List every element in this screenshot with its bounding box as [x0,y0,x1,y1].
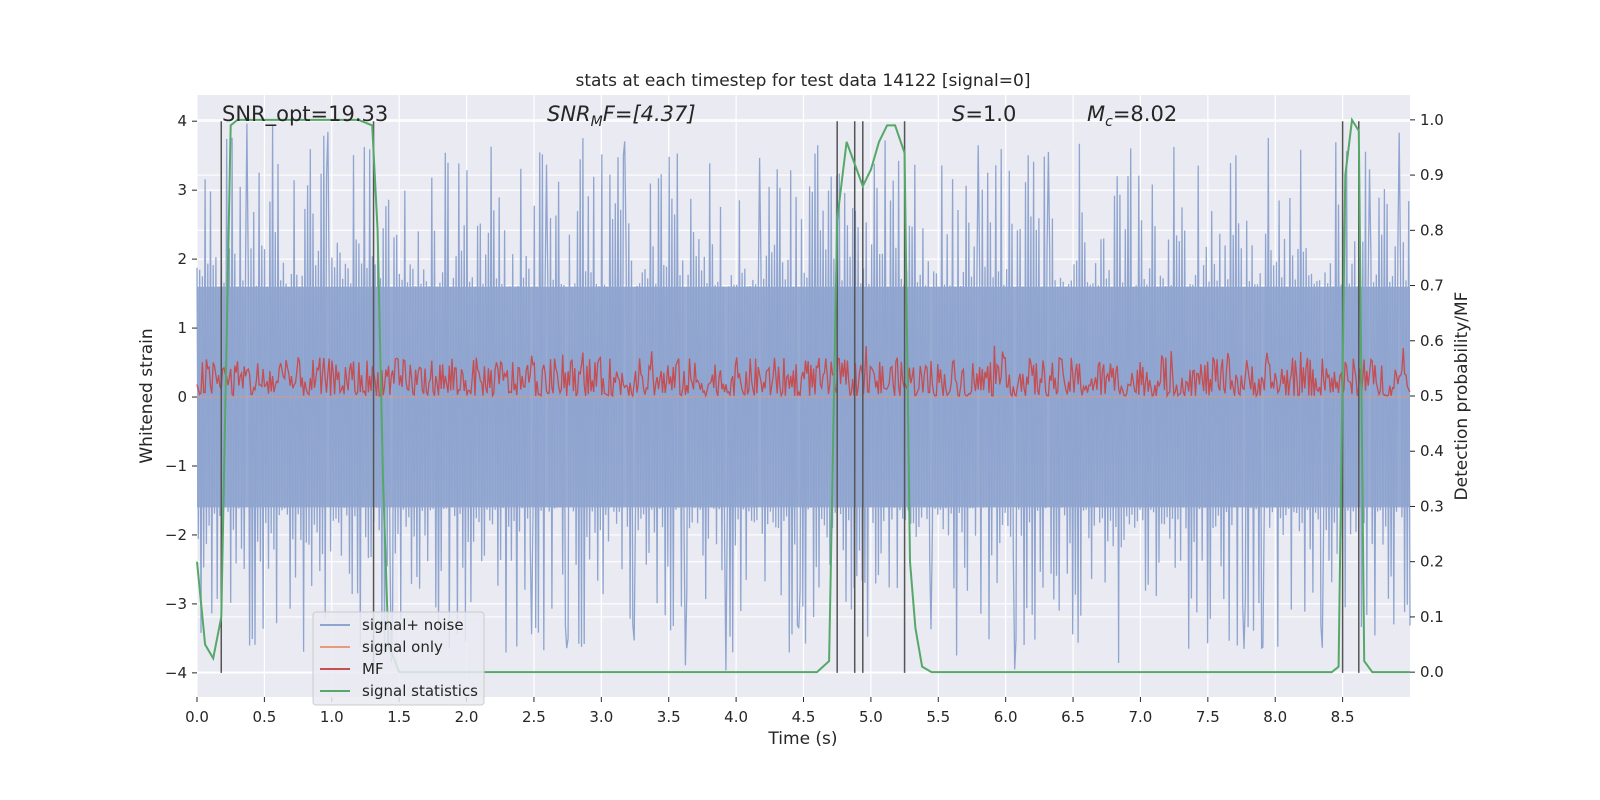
annotation-snr-mf: SNRMF=[4.37] [547,102,696,130]
x-tick-label: 1.0 [320,708,344,726]
y2-tick-label: 0.3 [1420,497,1444,515]
x-tick-label: 8.5 [1331,708,1355,726]
annotation-mc-symbol: M [1087,102,1105,126]
x-tick-label: 3.0 [589,708,613,726]
y2-tick-label: 0.8 [1420,221,1444,239]
chart-title: stats at each timestep for test data 141… [576,71,1031,91]
annotation-snr-mf-symbol: SNR [547,102,591,126]
x-axis-label: Time (s) [767,729,837,749]
x-tick-label: 6.5 [1061,708,1085,726]
x-tick-label: 2.0 [455,708,479,726]
x-tick-label: 2.5 [522,708,546,726]
series-mf [196,345,1411,399]
annotation-s-rest: =1.0 [965,102,1016,126]
y2-tick-label: 0.5 [1420,387,1444,405]
x-tick-label: 0.0 [185,708,209,726]
x-tick-label: 0.5 [252,708,276,726]
annotation-s: S=1.0 [952,102,1016,126]
x-tick-label: 6.0 [994,708,1018,726]
series-signal-noise [196,123,1411,671]
y2-tick-label: 0.9 [1420,166,1444,184]
y-tick-label: −4 [165,664,187,682]
y2-axis-label: Detection probability/MF [1452,292,1472,501]
y-tick-label: 3 [177,181,187,199]
x-tick-label: 3.5 [657,708,681,726]
y-tick-label: 0 [177,388,187,406]
annotation-s-symbol: S [952,102,965,126]
y2-tick-label: 0.4 [1420,442,1444,460]
y-tick-label: 2 [177,250,187,268]
annotation-snr-opt: SNR_opt=19.33 [222,102,388,127]
y-tick-label: 4 [177,112,187,130]
y-tick-label: −1 [165,457,187,475]
y2-tick-label: 0.1 [1420,608,1444,626]
y2-tick-label: 0.2 [1420,553,1444,571]
y-ticks: −4 −3 −2 −1 0 1 2 3 4 [165,112,197,682]
x-tick-label: 8.0 [1263,708,1287,726]
x-tick-label: 7.0 [1129,708,1153,726]
x-tick-label: 4.5 [792,708,816,726]
x-tick-label: 1.5 [387,708,411,726]
annotation-snr-mf-subscript: M [591,114,603,130]
legend-label-mf: MF [362,660,384,678]
annotation-snr-mf-rest: F=[4.37] [603,102,696,126]
legend-label-noise: signal+ noise [362,616,464,634]
annotation-mc-subscript: c [1105,114,1113,130]
y2-ticks: 0.0 0.1 0.2 0.3 0.4 0.5 0.6 0.7 0.8 0.9 1.0 [1410,111,1444,681]
y2-tick-label: 1.0 [1420,111,1444,129]
y-tick-label: −2 [165,526,187,544]
x-tick-label: 5.5 [926,708,950,726]
legend-label-signal-only: signal only [362,638,443,656]
series-signal-statistics [196,116,1410,674]
legend-label-stats: signal statistics [362,682,478,700]
y-tick-label: 1 [177,319,187,337]
y-axis-label: Whitened strain [137,328,157,463]
plot-area [196,95,1411,697]
y2-tick-label: 0.6 [1420,332,1444,350]
annotations: SNR_opt=19.33 SNRMF=[4.37] S=1.0 Mc=8.02 [222,102,1177,130]
axis-labels: Time (s) Whitened strain Detection proba… [137,292,1472,749]
y-tick-label: −3 [165,595,187,613]
annotation-mc: Mc=8.02 [1087,102,1177,130]
legend-box [312,611,485,706]
annotation-mc-rest: =8.02 [1113,102,1177,126]
y2-tick-label: 0.0 [1420,663,1444,681]
legend: signal+ noise signal only MF signal stat… [312,611,485,706]
x-tick-label: 5.0 [859,708,883,726]
x-ticks: 0.0 0.5 1.0 1.5 2.0 2.5 3.0 3.5 4.0 4.5 5.0 5.5 6.0 6… [185,697,1355,726]
x-tick-label: 7.5 [1196,708,1220,726]
x-tick-label: 4.0 [724,708,748,726]
y2-tick-label: 0.7 [1420,277,1444,295]
